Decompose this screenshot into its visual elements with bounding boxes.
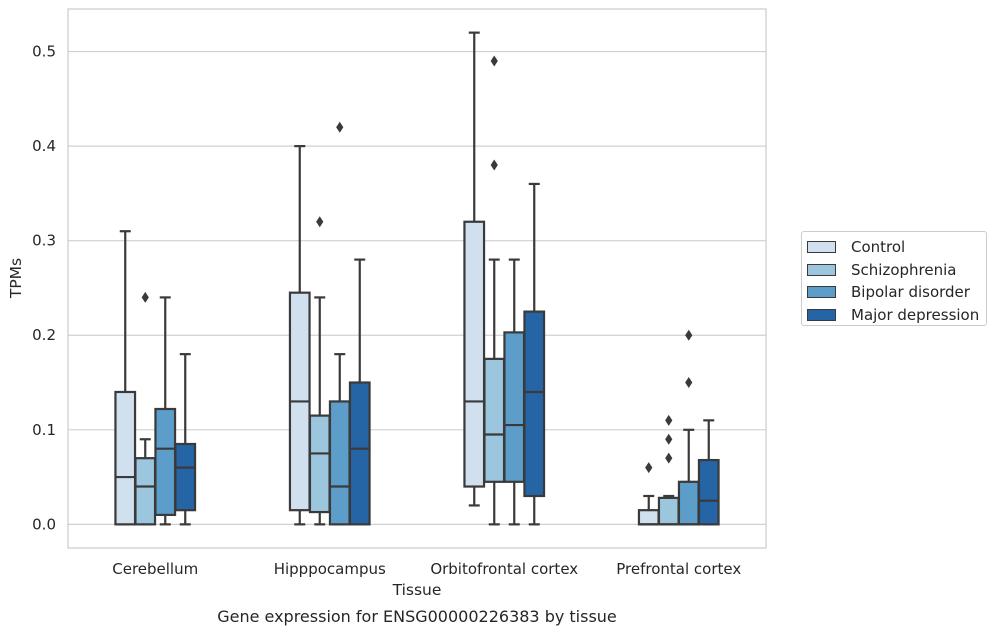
box-iqr bbox=[677, 480, 700, 526]
legend-item-control: Control bbox=[807, 236, 986, 259]
box-iqr bbox=[134, 457, 157, 526]
outlier-point bbox=[316, 216, 324, 228]
y-tick-label: 0.5 bbox=[32, 43, 56, 61]
box-iqr bbox=[174, 442, 197, 512]
box-control-hipppocampus bbox=[288, 145, 311, 526]
y-tick-label: 0.3 bbox=[32, 232, 56, 250]
box-bipolar-disorder-prefrontal-cortex bbox=[677, 329, 700, 526]
outlier-point bbox=[645, 462, 653, 474]
legend-label-bipolar-disorder: Bipolar disorder bbox=[851, 283, 970, 302]
chart-legend: Control Schizophrenia Bipolar disorder M… bbox=[801, 231, 987, 326]
box-schizophrenia-hipppocampus bbox=[308, 216, 331, 526]
y-tick-labels: 0.0 0.1 0.2 0.3 0.4 0.5 bbox=[32, 43, 56, 534]
outlier-point bbox=[665, 414, 673, 426]
outlier-point bbox=[685, 329, 693, 341]
box-schizophrenia-prefrontal-cortex bbox=[657, 414, 680, 526]
box-major-depression-prefrontal-cortex bbox=[697, 419, 720, 526]
box-iqr bbox=[114, 390, 137, 526]
legend-label-control: Control bbox=[851, 238, 906, 257]
legend-item-schizophrenia: Schizophrenia bbox=[807, 259, 986, 282]
legend-swatch-major-depression bbox=[807, 308, 836, 321]
box-bipolar-disorder-cerebellum bbox=[154, 296, 177, 526]
box-iqr bbox=[154, 407, 177, 517]
box-iqr bbox=[657, 496, 680, 526]
box-major-depression-orbitofrontal-cortex bbox=[523, 182, 546, 526]
legend-swatch-schizophrenia bbox=[807, 263, 836, 276]
box-iqr bbox=[503, 331, 526, 483]
box-control-cerebellum bbox=[114, 230, 137, 526]
box-bipolar-disorder-hipppocampus bbox=[328, 121, 351, 526]
box-iqr bbox=[697, 458, 720, 526]
legend-label-major-depression: Major depression bbox=[851, 305, 980, 324]
box-major-depression-cerebellum bbox=[174, 353, 197, 526]
legend-label-schizophrenia: Schizophrenia bbox=[851, 260, 957, 279]
outlier-point bbox=[490, 55, 498, 67]
box-iqr bbox=[463, 220, 486, 488]
outlier-point bbox=[490, 159, 498, 171]
outlier-point bbox=[665, 433, 673, 445]
outlier-point bbox=[685, 377, 693, 389]
box-iqr bbox=[483, 357, 506, 483]
x-tick-label-cerebellum: Cerebellum bbox=[112, 560, 198, 578]
legend-item-major-depression: Major depression bbox=[807, 304, 986, 327]
y-tick-label: 0.1 bbox=[32, 421, 56, 439]
chart-caption: Gene expression for ENSG00000226383 by t… bbox=[217, 607, 617, 626]
box-control-orbitofrontal-cortex bbox=[463, 31, 486, 507]
box-iqr bbox=[523, 310, 546, 498]
box-iqr bbox=[348, 381, 371, 526]
y-axis-label: TPMs bbox=[7, 258, 25, 299]
outlier-point bbox=[665, 452, 673, 464]
x-tick-label-hipppocampus: Hipppocampus bbox=[274, 560, 386, 578]
box-schizophrenia-orbitofrontal-cortex bbox=[483, 55, 506, 526]
box-schizophrenia-cerebellum bbox=[134, 291, 157, 526]
box-control-prefrontal-cortex bbox=[637, 462, 660, 526]
outlier-point bbox=[336, 121, 344, 133]
y-tick-label: 0.0 bbox=[32, 515, 56, 533]
legend-swatch-control bbox=[807, 241, 836, 254]
outlier-point bbox=[141, 291, 149, 303]
x-tick-label-prefrontal-cortex: Prefrontal cortex bbox=[616, 560, 741, 578]
y-tick-label: 0.4 bbox=[32, 137, 56, 155]
x-tick-label-orbitofrontal-cortex: Orbitofrontal cortex bbox=[430, 560, 578, 578]
x-tick-labels: Cerebellum Hipppocampus Orbitofrontal cort… bbox=[112, 560, 741, 578]
x-axis-label: Tissue bbox=[392, 581, 442, 599]
box-bipolar-disorder-orbitofrontal-cortex bbox=[503, 258, 526, 526]
y-tick-label: 0.2 bbox=[32, 326, 56, 344]
box-major-depression-hipppocampus bbox=[348, 258, 371, 526]
legend-swatch-bipolar-disorder bbox=[807, 286, 836, 299]
box-iqr bbox=[637, 509, 660, 526]
box-iqr bbox=[308, 414, 331, 514]
legend-item-bipolar-disorder: Bipolar disorder bbox=[807, 281, 986, 304]
plot-frame bbox=[67, 8, 767, 549]
box-layer bbox=[114, 31, 720, 526]
box-iqr bbox=[328, 400, 351, 526]
